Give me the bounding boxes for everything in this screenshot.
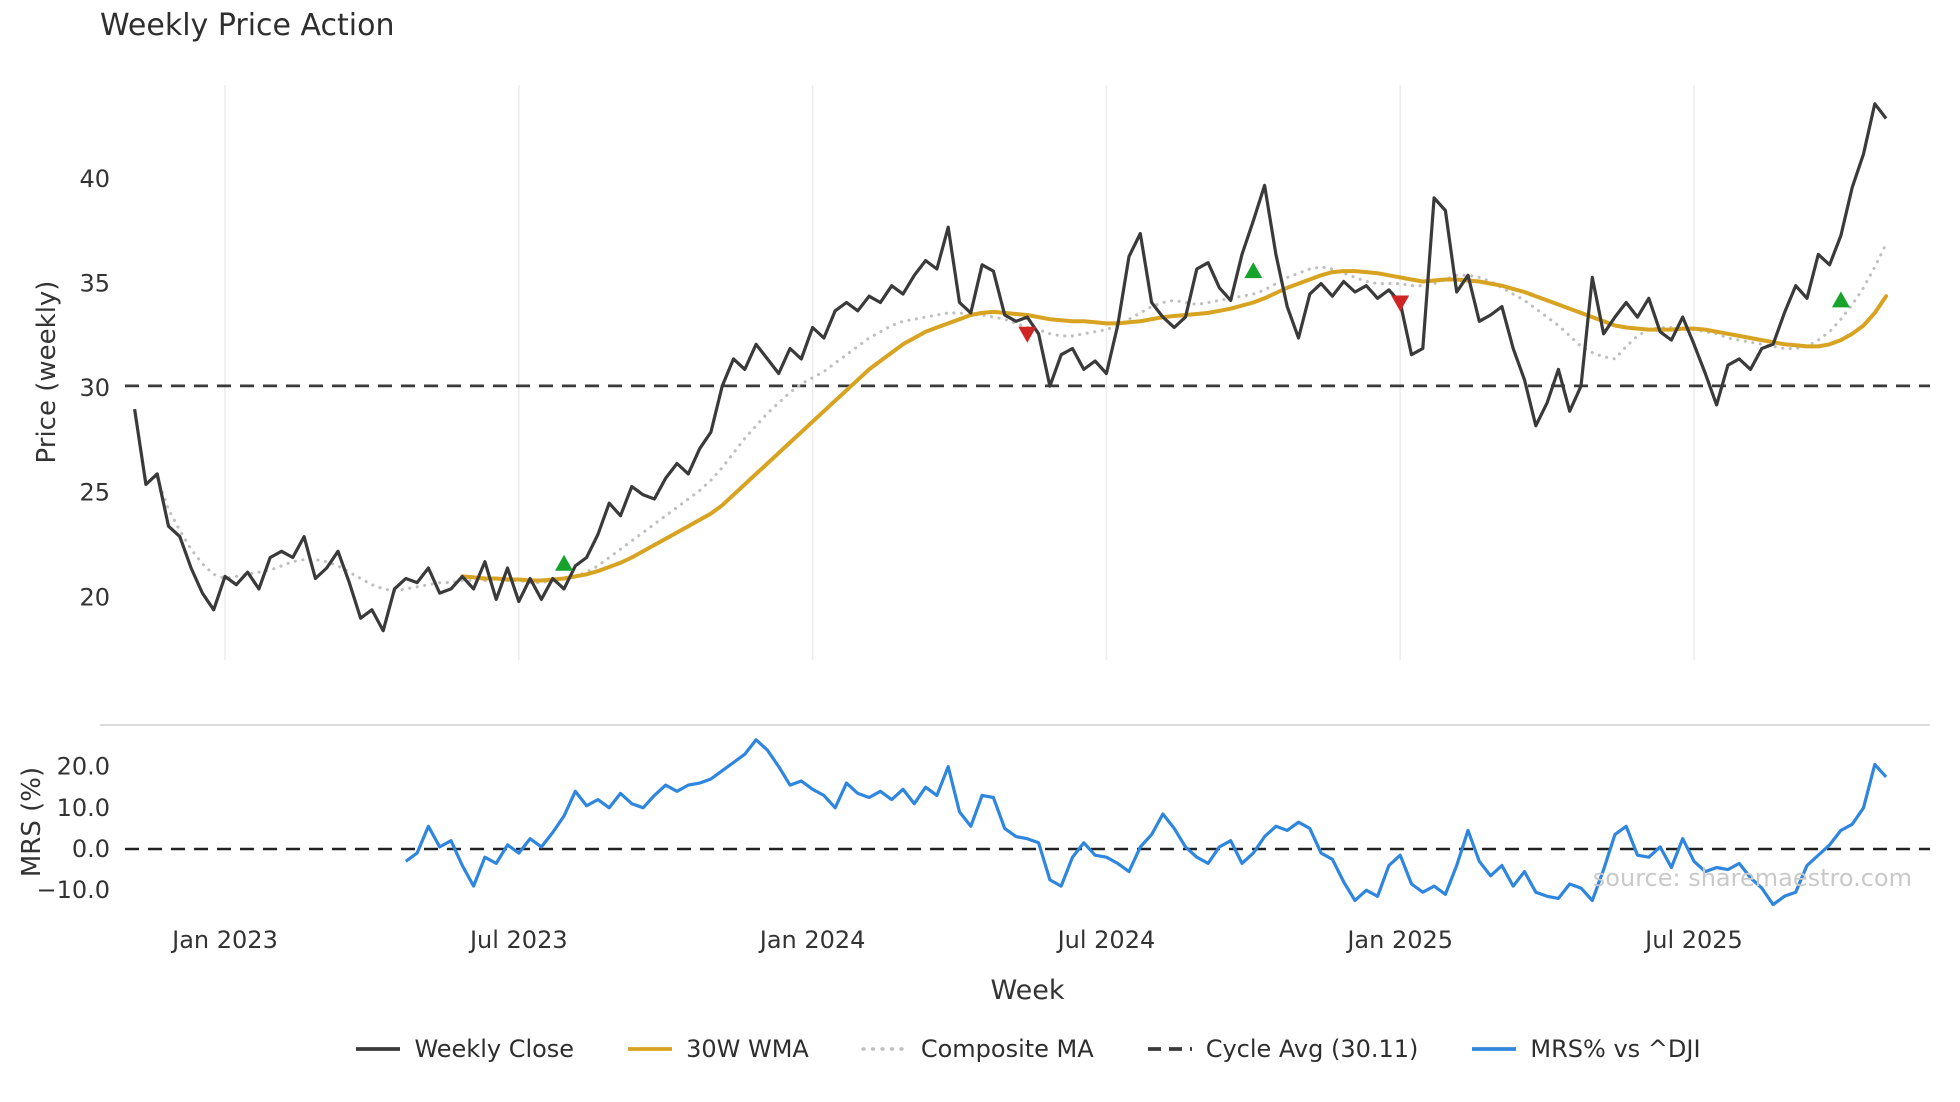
legend-label: 30W WMA [686, 1035, 809, 1063]
legend-label: Composite MA [920, 1035, 1094, 1063]
legend-item-0: Weekly Close [354, 1035, 574, 1063]
buy-signal-marker [1831, 291, 1850, 308]
price-y-tick-label: 35 [79, 270, 110, 298]
watermark: source: sharemaestro.com [1592, 864, 1912, 892]
weekly-close-line [133, 102, 1888, 633]
legend-item-1: 30W WMA [626, 1035, 809, 1063]
legend: Weekly Close 30W WMA Composite MA Cycle Avg… [125, 1035, 1930, 1063]
sell-signal-marker [1391, 295, 1410, 312]
legend-label: Weekly Close [414, 1035, 575, 1063]
legend-sample-line [1147, 1047, 1192, 1051]
price-y-tick-label: 25 [79, 479, 110, 507]
mrs-y-tick-label: −10.0 [36, 876, 110, 904]
legend-sample-line [628, 1047, 673, 1051]
week-axis-label: Week [990, 975, 1065, 1006]
x-tick-label: Jan 2025 [1345, 926, 1453, 954]
legend-item-4: MRS% vs ^DJI [1470, 1035, 1701, 1063]
price-y-tick-label: 40 [79, 165, 110, 193]
chart-title: Weekly Price Action [100, 8, 395, 43]
sell-signal-marker [1018, 326, 1037, 343]
composite-ma-line [155, 242, 1888, 593]
mrs-y-tick-label: 20.0 [57, 753, 110, 781]
legend-sample-line [356, 1047, 401, 1051]
x-tick-label: Jul 2023 [468, 926, 568, 954]
legend-sample-line [861, 1047, 909, 1051]
mrs-y-tick-label: 10.0 [57, 794, 110, 822]
x-tick-label: Jan 2024 [758, 926, 866, 954]
x-tick-label: Jan 2023 [170, 926, 278, 954]
price-y-tick-label: 20 [79, 583, 110, 611]
buy-signal-marker [555, 554, 573, 571]
price-y-tick-label: 30 [79, 374, 110, 402]
legend-label: Cycle Avg (30.11) [1205, 1035, 1419, 1063]
legend-item-3: Cycle Avg (30.11) [1146, 1035, 1419, 1063]
x-tick-label: Jul 2025 [1643, 926, 1743, 954]
mrs-line [404, 738, 1888, 907]
mrs-y-tick-label: 0.0 [72, 835, 110, 863]
legend-label: MRS% vs ^DJI [1530, 1035, 1701, 1063]
wma-line [460, 269, 1889, 583]
legend-sample-line [1472, 1047, 1517, 1051]
legend-item-2: Composite MA [861, 1035, 1094, 1063]
x-tick-label: Jul 2024 [1056, 926, 1156, 954]
buy-signal-marker [1244, 262, 1263, 279]
